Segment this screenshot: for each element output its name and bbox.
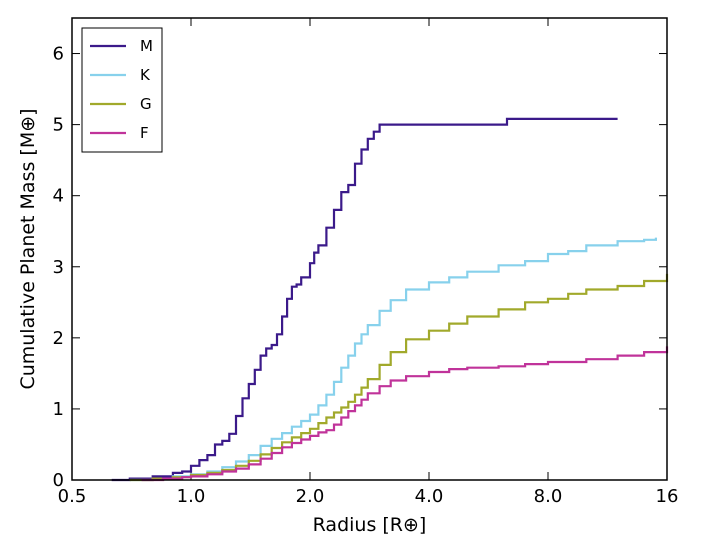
x-axis-title: Radius [R⊕] [313,514,427,536]
y-axis-title: Cumulative Planet Mass [M⊕] [17,108,39,389]
legend-label-F: F [140,124,149,142]
y-tick-label: 2 [53,328,64,349]
x-tick-label: 8.0 [534,486,563,507]
x-tick-label: 2.0 [296,486,325,507]
series-line-F [141,346,669,482]
series-line-G [129,273,669,482]
y-tick-label: 0 [53,470,64,491]
series-group [111,117,669,482]
legend-label-M: M [140,37,153,55]
legend-label-K: K [140,66,151,84]
y-tick-label: 1 [53,399,64,420]
y-tick-label: 4 [53,186,64,207]
legend-label-G: G [140,95,152,113]
legend-box [81,27,163,153]
series-line-M [111,117,618,482]
y-tick-label: 3 [53,257,64,278]
series-line-K [129,237,657,482]
tick-labels: 0.5 1.0 2.0 4.0 8.0 16 0 1 2 3 4 5 6 [53,44,679,507]
x-tick-label: 16 [656,486,679,507]
x-tick-label: 1.0 [177,486,206,507]
x-tick-label: 0.5 [58,486,87,507]
x-tick-label: 4.0 [415,486,444,507]
y-tick-label: 5 [53,115,64,136]
plot-area-frame [71,17,668,481]
y-tick-label: 6 [53,44,64,65]
